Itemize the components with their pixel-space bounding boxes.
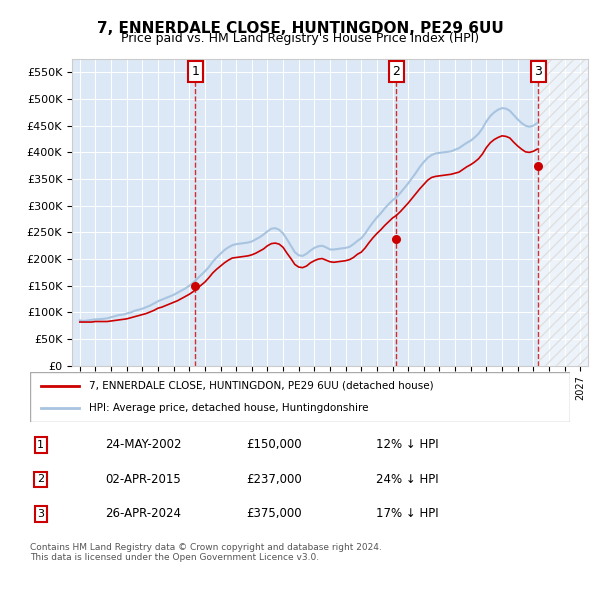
Text: 26-APR-2024: 26-APR-2024 bbox=[106, 507, 182, 520]
Text: 7, ENNERDALE CLOSE, HUNTINGDON, PE29 6UU: 7, ENNERDALE CLOSE, HUNTINGDON, PE29 6UU bbox=[97, 21, 503, 35]
Text: 1: 1 bbox=[191, 65, 199, 78]
Text: £150,000: £150,000 bbox=[246, 438, 302, 451]
FancyBboxPatch shape bbox=[30, 372, 570, 422]
Point bbox=[533, 161, 543, 171]
Text: 2: 2 bbox=[392, 65, 400, 78]
Polygon shape bbox=[538, 59, 588, 366]
Text: £237,000: £237,000 bbox=[246, 473, 302, 486]
Text: 3: 3 bbox=[37, 509, 44, 519]
Text: Price paid vs. HM Land Registry's House Price Index (HPI): Price paid vs. HM Land Registry's House … bbox=[121, 32, 479, 45]
Point bbox=[392, 235, 401, 244]
Text: 1: 1 bbox=[37, 440, 44, 450]
Text: 7, ENNERDALE CLOSE, HUNTINGDON, PE29 6UU (detached house): 7, ENNERDALE CLOSE, HUNTINGDON, PE29 6UU… bbox=[89, 381, 434, 391]
Text: 24-MAY-2002: 24-MAY-2002 bbox=[106, 438, 182, 451]
Text: £375,000: £375,000 bbox=[246, 507, 302, 520]
Text: 24% ↓ HPI: 24% ↓ HPI bbox=[376, 473, 438, 486]
Text: Contains HM Land Registry data © Crown copyright and database right 2024.
This d: Contains HM Land Registry data © Crown c… bbox=[30, 543, 382, 562]
Text: HPI: Average price, detached house, Huntingdonshire: HPI: Average price, detached house, Hunt… bbox=[89, 403, 369, 413]
Text: 2: 2 bbox=[37, 474, 44, 484]
Text: 12% ↓ HPI: 12% ↓ HPI bbox=[376, 438, 438, 451]
Text: 02-APR-2015: 02-APR-2015 bbox=[106, 473, 181, 486]
Text: 17% ↓ HPI: 17% ↓ HPI bbox=[376, 507, 438, 520]
Point bbox=[191, 281, 200, 290]
Text: 3: 3 bbox=[534, 65, 542, 78]
